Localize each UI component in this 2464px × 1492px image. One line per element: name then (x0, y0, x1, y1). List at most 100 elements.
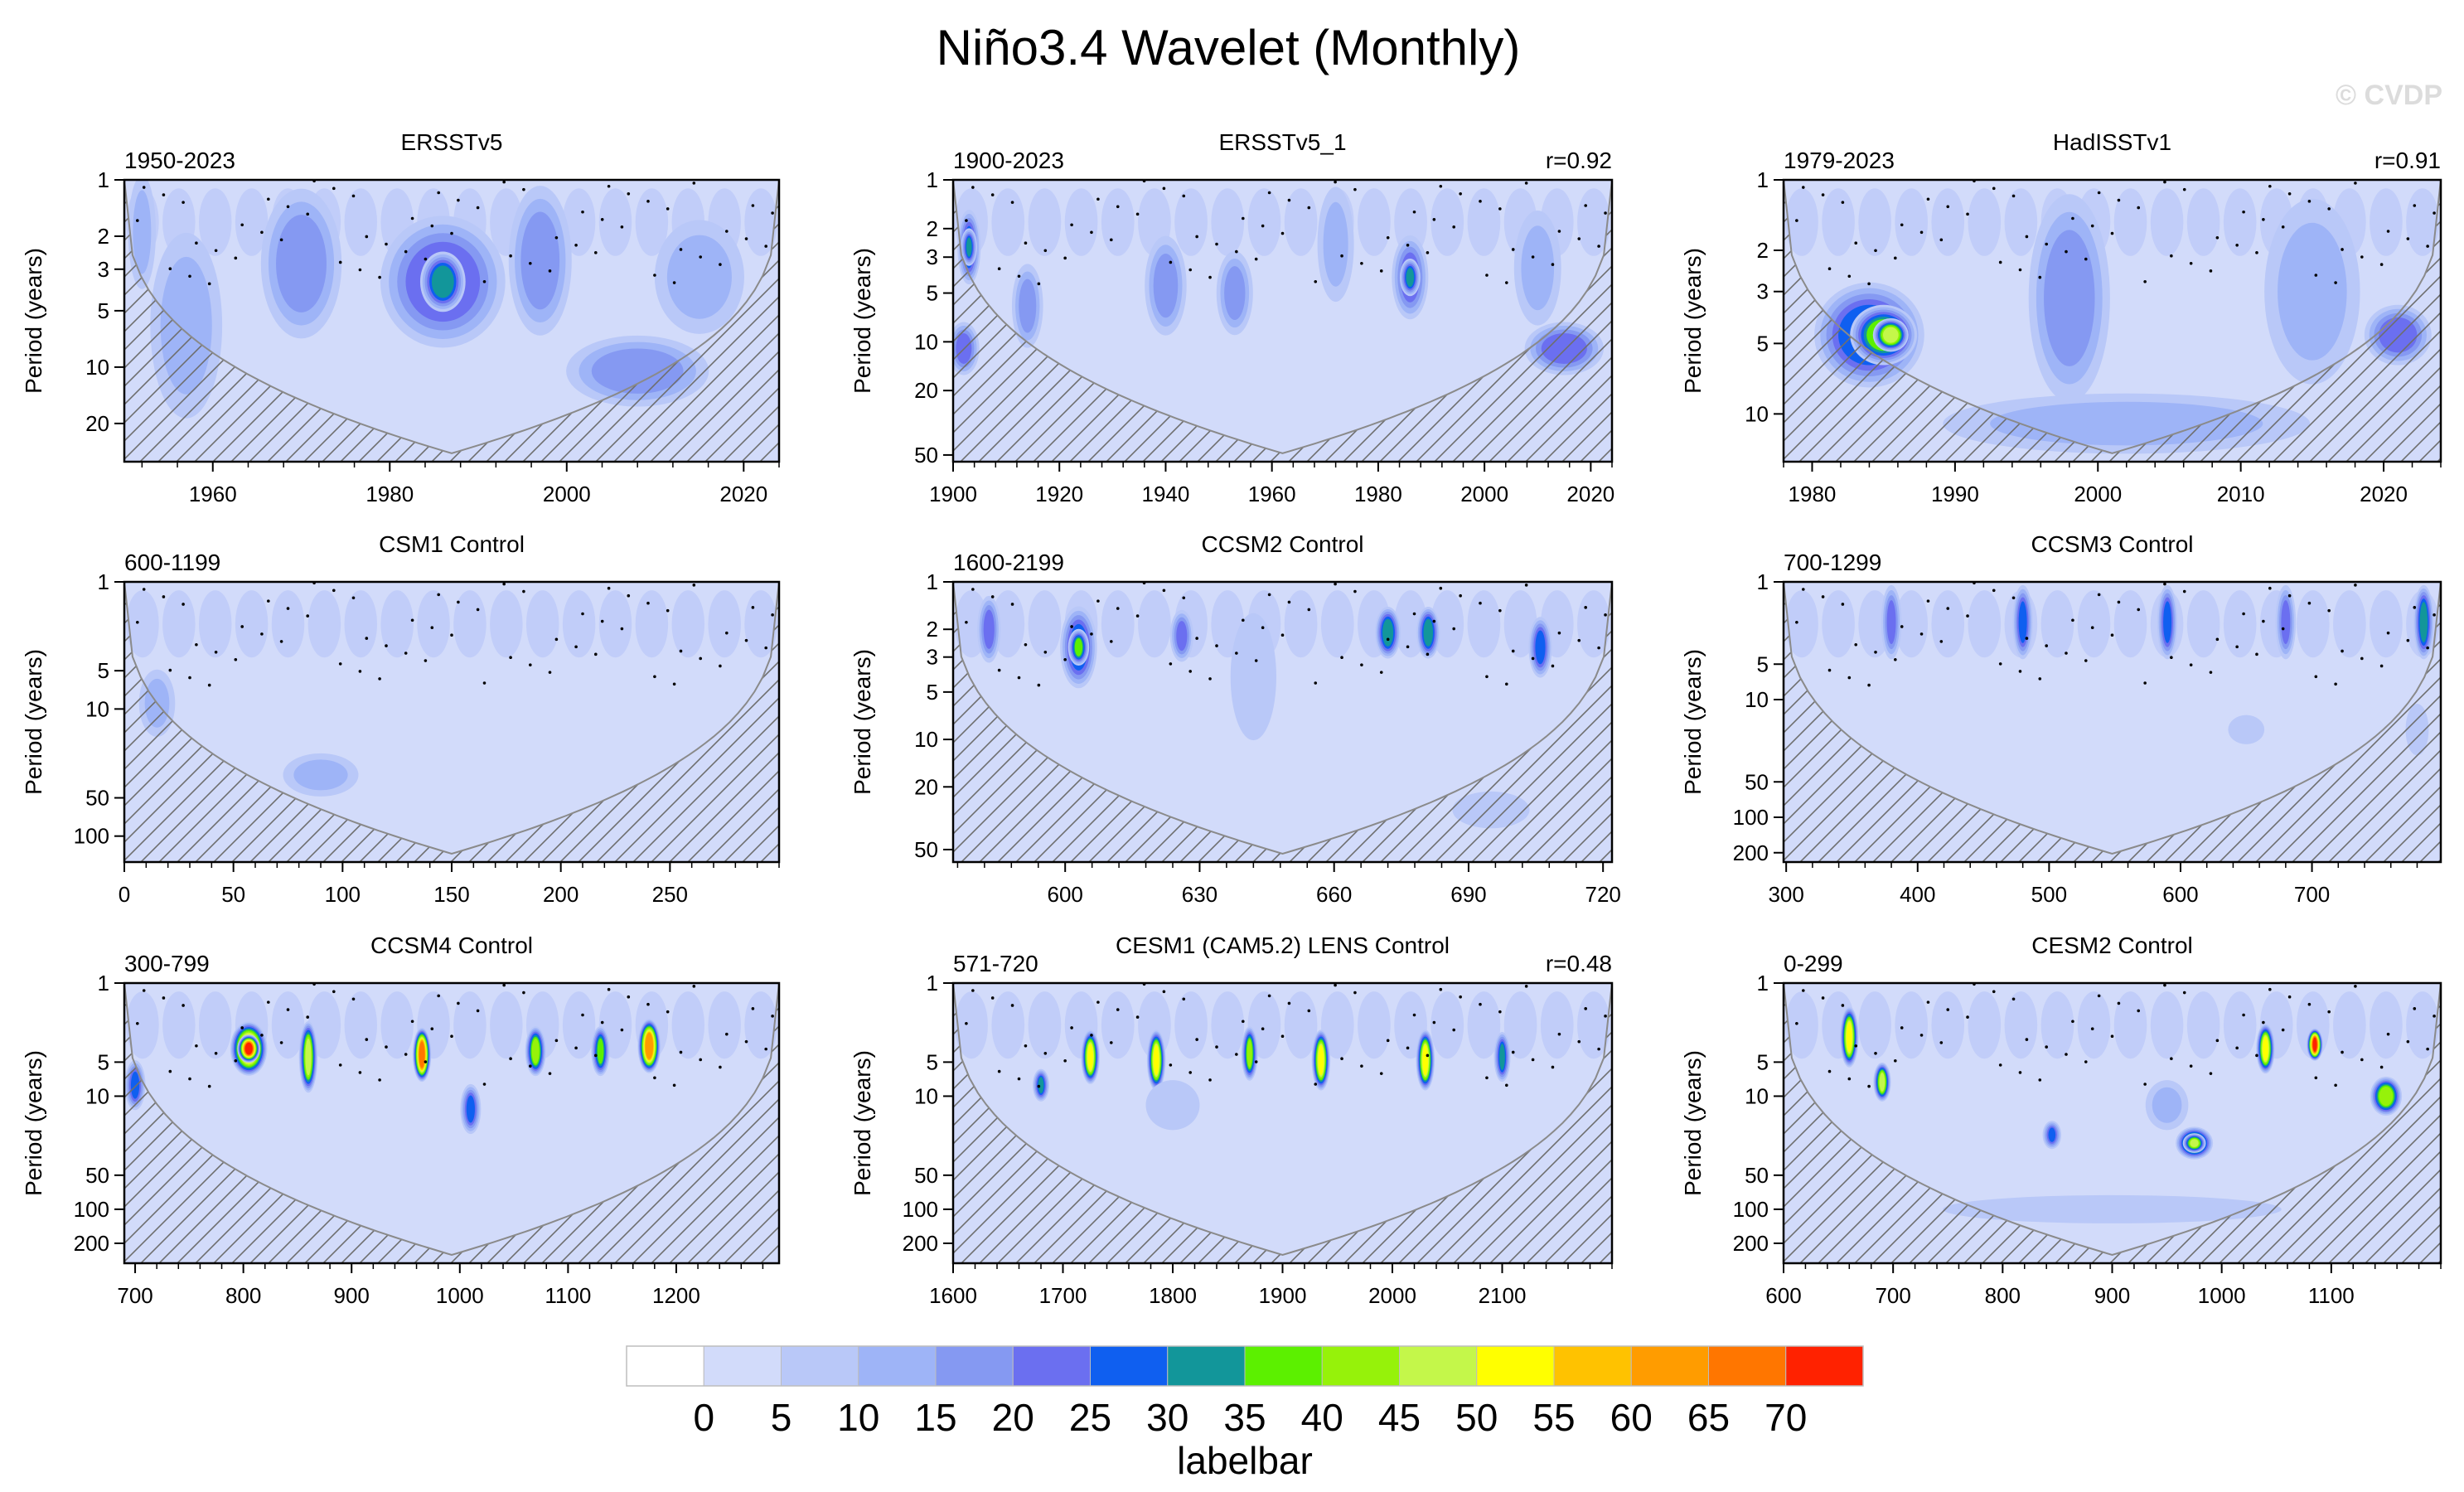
y-tick-label: 50 (914, 1163, 938, 1188)
significance-dot (332, 186, 336, 191)
y-tick-label: 2 (1757, 238, 1769, 263)
significance-dot (2406, 638, 2410, 642)
colorbar-box (626, 1345, 704, 1387)
significance-dot (482, 279, 487, 283)
power-contour (1467, 188, 1501, 256)
significance-dot (1604, 211, 1607, 215)
power-contour (1284, 188, 1318, 256)
significance-dot (1287, 1001, 1291, 1005)
significance-dot (1584, 1007, 1587, 1010)
significance-dot (1360, 1064, 1363, 1068)
significance-dot (607, 184, 611, 188)
power-contour (1224, 266, 1246, 320)
y-tick-label: 50 (85, 1163, 109, 1188)
plot-frame (123, 981, 781, 1265)
power-contour (2113, 991, 2147, 1059)
significance-dot (2360, 255, 2364, 259)
significance-dot (1874, 650, 1877, 654)
significance-dot (2255, 1054, 2258, 1058)
significance-dot (286, 607, 290, 610)
wavelet-panel-3: 1980 1990 2000 2010 2020 1 2 3 5 10 Period (years)… (1680, 129, 2442, 506)
significance-dot (971, 989, 975, 992)
x-tick-label: 1900 (1259, 1283, 1307, 1308)
power-contour (1467, 991, 1501, 1059)
significance-dot (1386, 637, 1390, 642)
y-tick-label: 1 (98, 167, 109, 192)
x-tick-label: 720 (1585, 882, 1620, 907)
significance-dot (2182, 991, 2186, 995)
significance-dot (997, 668, 1001, 672)
significance-dot (2071, 618, 2074, 622)
y-tick-label: 1 (927, 167, 938, 192)
significance-dot (692, 182, 696, 185)
significance-dot (1116, 1008, 1120, 1011)
figure-title: Niño3.4 Wavelet (Monthly) (937, 20, 1521, 75)
significance-dot (2281, 1028, 2285, 1032)
y-tick-label: 10 (85, 355, 109, 380)
power-contour (1358, 188, 1391, 256)
significance-dot (2242, 1013, 2245, 1017)
y-tick-label: 5 (1757, 652, 1769, 676)
significance-dot (1010, 201, 1014, 204)
significance-dot (653, 274, 656, 277)
panel-period: 1600-2199 (953, 550, 1064, 575)
significance-dot (1254, 257, 1258, 261)
significance-dot (1280, 231, 1285, 235)
y-tick-label: 200 (903, 1231, 938, 1256)
power-contour (635, 188, 669, 256)
panel-correlation: r=0.48 (1546, 951, 1612, 976)
significance-dot (600, 218, 604, 221)
power-contour (671, 590, 705, 658)
significance-dot (2327, 207, 2331, 211)
power-contour (2370, 991, 2403, 1059)
significance-dot (1208, 1078, 1212, 1082)
significance-dot (2215, 235, 2220, 240)
colorbar-box (1553, 1345, 1632, 1387)
y-tick-label: 100 (1733, 805, 1769, 830)
significance-dot (1010, 1004, 1014, 1007)
significance-dot (1116, 607, 1120, 610)
significance-dot (1439, 987, 1443, 991)
power-contour (2152, 1087, 2182, 1123)
power-contour (2223, 991, 2257, 1059)
x-tick-label: 700 (2294, 882, 2330, 907)
significance-dot (1195, 235, 1198, 239)
x-tick-label: 1100 (545, 1283, 591, 1308)
significance-dot (2025, 235, 2029, 239)
significance-dot (1261, 1027, 1265, 1031)
significance-dot (306, 212, 310, 216)
y-tick-label: 100 (1733, 1197, 1769, 1222)
significance-dot (332, 589, 336, 593)
significance-dot (2262, 1020, 2265, 1025)
significance-dot (1215, 242, 1218, 246)
significance-dot (1459, 593, 1462, 598)
significance-dot (260, 632, 264, 636)
x-tick-label: 50 (221, 882, 245, 907)
power-contour (1284, 590, 1318, 658)
significance-dot (1267, 593, 1271, 597)
significance-dot (1854, 642, 1858, 647)
significance-dot (142, 186, 146, 189)
y-tick-label: 5 (1757, 331, 1769, 356)
power-contour (645, 1033, 654, 1059)
colorbar-box (1090, 1345, 1169, 1387)
significance-dot (554, 235, 559, 240)
power-contour (1846, 1021, 1852, 1053)
y-axis-label: Period (years) (21, 248, 46, 394)
x-tick-label: 1920 (1035, 482, 1083, 506)
significance-dot (699, 656, 702, 661)
significance-dot (990, 996, 995, 1000)
significance-dot (548, 671, 552, 674)
significance-dot (1432, 1020, 1436, 1025)
significance-dot (2215, 637, 2220, 642)
power-contour (344, 991, 378, 1059)
cone-of-influence-hatch (124, 983, 779, 1263)
power-contour (1028, 188, 1062, 256)
x-tick-label: 660 (1316, 882, 1352, 907)
power-contour (1886, 600, 1896, 645)
significance-dot (1135, 212, 1140, 216)
x-tick-label: 2020 (1566, 482, 1614, 506)
x-tick-label: 1000 (2198, 1283, 2246, 1308)
significance-dot (306, 1015, 310, 1019)
